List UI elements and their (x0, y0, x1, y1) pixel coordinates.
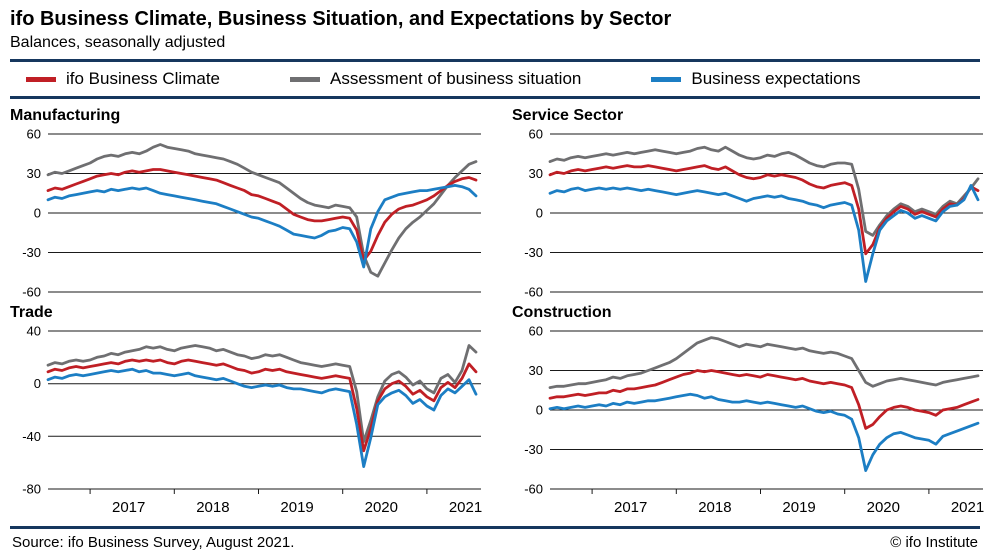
x-tick-label: 2021 (449, 499, 482, 516)
copyright-text: © ifo Institute (890, 534, 978, 551)
expectations-line (46, 184, 478, 269)
x-tick-label: 2019 (280, 499, 313, 516)
divider-top (10, 59, 980, 62)
x-tick-label: 2017 (112, 499, 145, 516)
y-tick-label: -30 (22, 245, 41, 260)
chart-construction: 60 30 0 -30 -60 2017 2018 2019 2020 2021 (524, 324, 984, 517)
divider-legend (10, 96, 980, 99)
legend-label-expectations: Business expectations (691, 69, 861, 88)
y-tick-label: 30 (529, 166, 543, 181)
x-tick-label: 2020 (867, 499, 900, 516)
x-tick-label: 2021 (951, 499, 984, 516)
climate-line (548, 164, 980, 256)
y-tick-label: -30 (524, 245, 543, 260)
y-tick-label: -60 (524, 285, 543, 299)
x-tick-label: 2017 (614, 499, 647, 516)
y-tick-label: -30 (524, 442, 543, 457)
expectations-line (46, 367, 478, 469)
x-tick-label: 2019 (782, 499, 815, 516)
y-tick-label: -60 (22, 285, 41, 299)
y-tick-label: 60 (529, 324, 543, 339)
situation-line (46, 344, 478, 443)
x-tick-label: 2018 (698, 499, 731, 516)
page-title: ifo Business Climate, Business Situation… (10, 8, 672, 30)
legend-item-situation: Assessment of business situation (290, 69, 581, 89)
y-tick-label: 40 (27, 324, 41, 339)
climate-line-swatch (26, 76, 56, 82)
chart-manufacturing: 60 30 0 -30 -60 (22, 127, 481, 299)
climate-line (548, 369, 980, 430)
y-tick-label: 0 (34, 376, 41, 391)
page-subtitle: Balances, seasonally adjusted (10, 34, 226, 51)
situation-line-swatch (290, 76, 321, 82)
y-tick-label: -80 (22, 482, 41, 497)
situation-line (548, 145, 980, 237)
y-tick-label: -40 (22, 429, 41, 444)
y-tick-label: 0 (536, 206, 543, 221)
panel-title-service-sector: Service Sector (512, 107, 624, 124)
panel-title-trade: Trade (10, 304, 53, 321)
expectations-line-swatch (651, 76, 682, 82)
legend-item-expectations: Business expectations (651, 69, 861, 89)
chart-trade: 40 0 -40 -80 2017 2018 2019 2020 2021 (22, 324, 482, 517)
y-tick-label: -60 (524, 482, 543, 497)
header: ifo Business Climate, Business Situation… (10, 8, 980, 59)
legend-label-situation: Assessment of business situation (330, 69, 582, 88)
x-tick-label: 2018 (196, 499, 229, 516)
source-text: Source: ifo Business Survey, August 2021… (12, 534, 295, 551)
x-tick-label: 2020 (365, 499, 398, 516)
legend-item-climate: ifo Business Climate (26, 69, 220, 89)
panel-title-construction: Construction (512, 304, 612, 321)
divider-footer (10, 526, 980, 529)
panel-trade: Trade 40 0 -40 -80 2017 2018 2019 2020 2021 (10, 298, 482, 521)
y-tick-label: 60 (529, 127, 543, 142)
footer: Source: ifo Business Survey, August 2021… (10, 529, 980, 557)
y-tick-label: 60 (27, 127, 41, 142)
y-tick-label: 30 (529, 363, 543, 378)
panel-service-sector: Service Sector 60 30 0 -30 -60 (512, 101, 984, 298)
expectations-line (548, 392, 980, 473)
climate-line (46, 358, 478, 453)
panel-manufacturing: Manufacturing 60 30 0 -30 -60 (10, 101, 482, 298)
situation-line (548, 336, 980, 389)
panel-title-manufacturing: Manufacturing (10, 107, 121, 124)
legend: ifo Business Climate Assessment of busin… (10, 62, 980, 96)
chart-service-sector: 60 30 0 -30 -60 (524, 127, 983, 299)
panel-construction: Construction 60 30 0 -30 -60 2017 2018 2019 2020 2… (512, 298, 984, 521)
climate-line (46, 168, 478, 262)
legend-label-climate: ifo Business Climate (66, 69, 221, 88)
situation-line (46, 143, 478, 278)
y-tick-label: 0 (34, 206, 41, 221)
expectations-line (548, 184, 980, 283)
y-tick-label: 0 (536, 403, 543, 418)
y-tick-label: 30 (27, 166, 41, 181)
charts-grid: Manufacturing 60 30 0 -30 -60 Service Sector 60… (10, 101, 984, 521)
